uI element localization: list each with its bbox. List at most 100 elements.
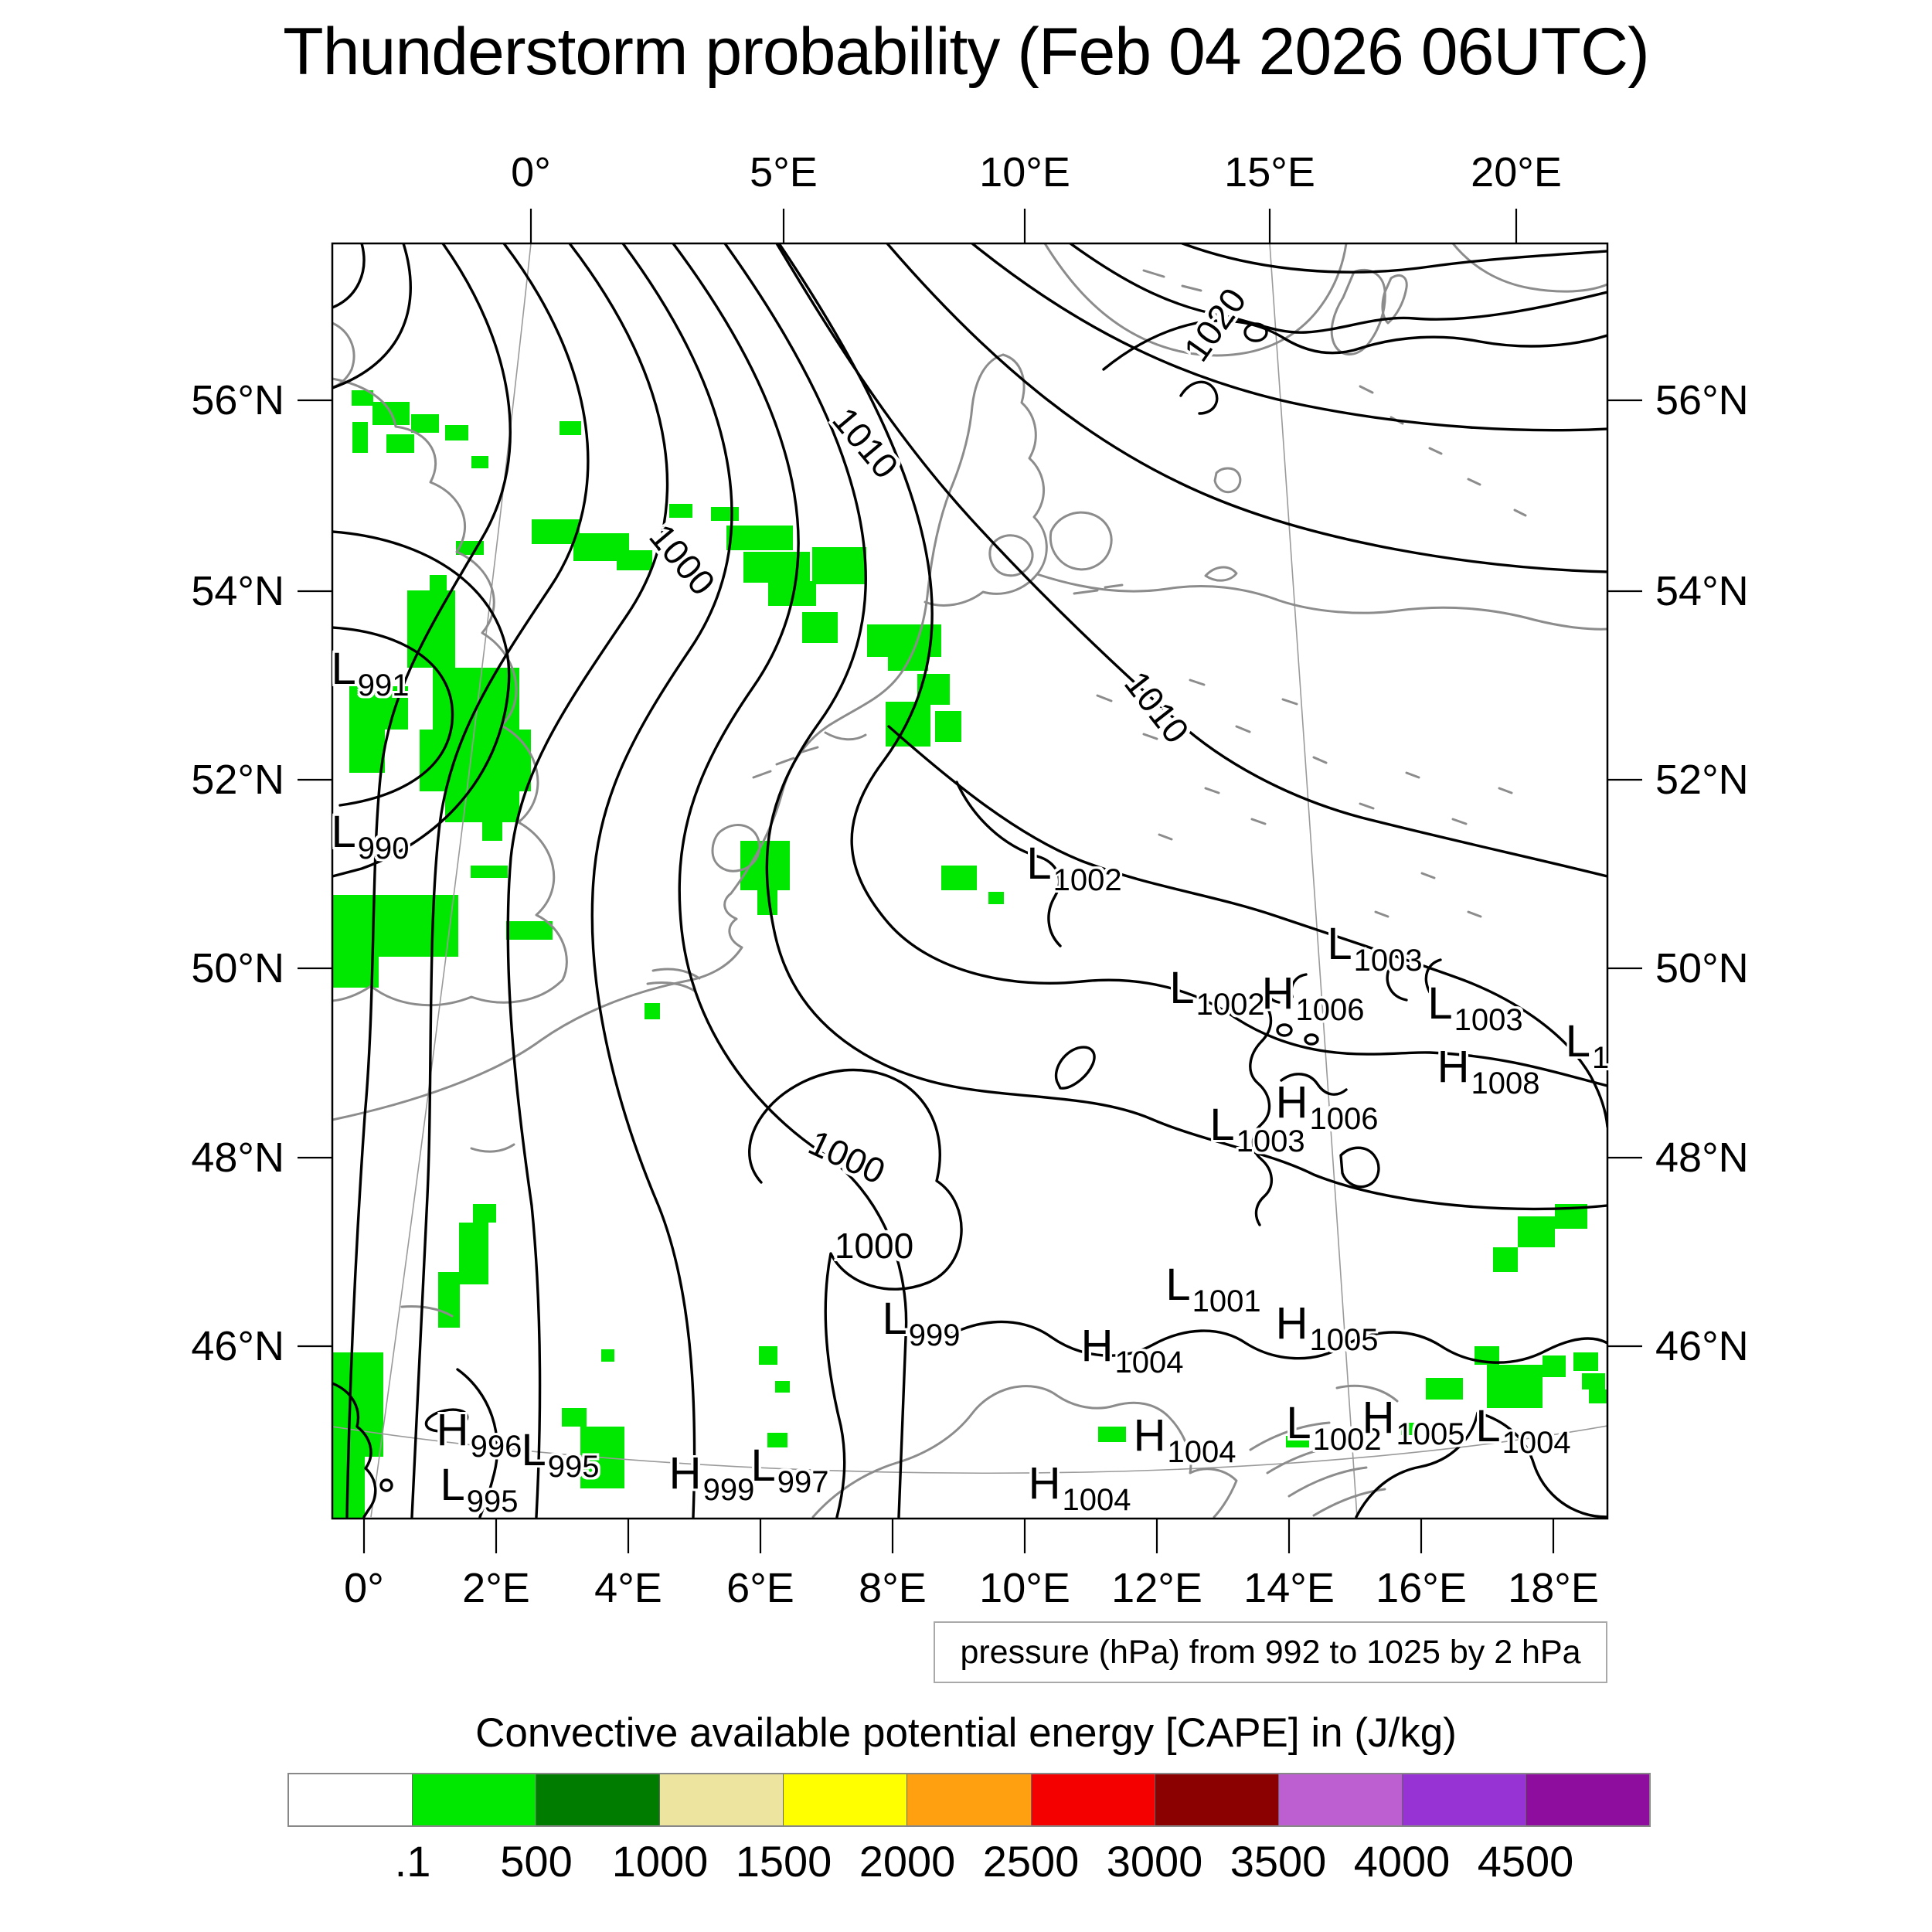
isobars <box>333 244 1607 1518</box>
pressure-center-symbol: L <box>1209 1100 1235 1150</box>
pressure-center-symbol: H <box>1275 1298 1308 1349</box>
colorbar-tick-label: 1500 <box>735 1837 832 1886</box>
pressure-center-H1006: H 1006 <box>1275 1077 1379 1135</box>
colorbar-segment-1 <box>413 1774 537 1825</box>
meridian-0E <box>370 244 532 1518</box>
pressure-center-value: 999 <box>702 1473 755 1507</box>
pressure-center-value: 1003 <box>1353 944 1423 978</box>
colorbar-segment-0 <box>289 1774 413 1825</box>
pressure-center-value: 1004 <box>1502 1426 1571 1460</box>
pressure-center-value: 1003 <box>1454 1003 1523 1037</box>
colorbar-segment-4 <box>784 1774 908 1825</box>
axis-label-right: 48°N <box>1655 1134 1749 1181</box>
cape-cell <box>333 1352 383 1457</box>
axis-label-bottom: 8°E <box>859 1565 927 1611</box>
parallel-45N <box>333 1425 1607 1475</box>
axis-label-bottom: 2°E <box>462 1565 530 1611</box>
pressure-center-value: 1008 <box>1471 1066 1540 1100</box>
cape-cell <box>471 866 508 878</box>
pressure-center-symbol: H <box>1275 1077 1308 1128</box>
axis-label-top: 10°E <box>979 149 1070 196</box>
pressure-center-L990: L 990 <box>331 810 409 865</box>
pressure-center-value: 1002 <box>1053 863 1122 897</box>
pressure-center-L1002: L 1002 <box>1286 1398 1381 1456</box>
colorbar-segment-8 <box>1278 1774 1403 1825</box>
pressure-center-symbol: L <box>1565 1016 1591 1066</box>
axis-ticks <box>298 209 1642 1553</box>
pressure-center-symbol: L <box>1475 1401 1501 1451</box>
cape-cell <box>438 1272 460 1328</box>
pressure-center-value: 1006 <box>1295 993 1365 1027</box>
colorbar-tick-label: 4000 <box>1353 1837 1451 1886</box>
pressure-center-L1003: L 1003 <box>1209 1100 1304 1158</box>
cape-cell <box>1098 1427 1126 1442</box>
pressure-center-H1008: H 1008 <box>1437 1045 1540 1100</box>
colorbar-segment-5 <box>907 1774 1032 1825</box>
pressure-center-H1006: H 1006 <box>1261 968 1365 1026</box>
pressure-center-value: 995 <box>466 1485 519 1519</box>
cape-cell <box>349 686 408 730</box>
cape-cell <box>349 730 385 773</box>
colorbar-segment-9 <box>1402 1774 1526 1825</box>
colorbar-tick-label: 2500 <box>982 1837 1080 1886</box>
pressure-center-H996: H 996 <box>437 1408 522 1463</box>
axis-label-right: 56°N <box>1655 377 1749 423</box>
pressure-center-symbol: L <box>1169 963 1195 1013</box>
pressure-center-symbol: L <box>440 1460 465 1510</box>
cape-cell <box>560 421 581 435</box>
colorbar-tick-label: .1 <box>394 1837 431 1886</box>
colorbar-tick-label: 1000 <box>611 1837 709 1886</box>
pressure-center-H1005: H 1005 <box>1362 1396 1465 1451</box>
cape-cell <box>562 1408 587 1427</box>
pressure-center-symbol: L <box>1427 978 1453 1029</box>
pressure-center-symbol: L <box>1165 1260 1191 1310</box>
cape-cell <box>802 612 838 643</box>
cape-cell <box>935 711 961 742</box>
cape-cell <box>411 414 439 433</box>
pressure-center-value: 1001 <box>1192 1284 1261 1318</box>
colorbar-tick-label: 500 <box>500 1837 573 1886</box>
cape-cell <box>988 892 1004 904</box>
cape-cell <box>1401 1423 1418 1435</box>
cape-cell <box>1493 1247 1518 1272</box>
pressure-center-value: 996 <box>470 1430 522 1464</box>
pressure-center-symbol: H <box>668 1448 702 1498</box>
colorbar-segment-6 <box>1031 1774 1155 1825</box>
cape-cell <box>506 921 553 940</box>
axis-label-left: 54°N <box>191 568 284 614</box>
pressure-center-value: 1006 <box>1309 1102 1379 1136</box>
cape-cell <box>1543 1355 1566 1377</box>
pressure-center-symbol: H <box>1080 1321 1114 1371</box>
pressure-center-L1002: L 1002 <box>1169 963 1264 1021</box>
axis-label-bottom: 10°E <box>979 1565 1070 1611</box>
cape-cell <box>669 504 692 518</box>
cape-cell <box>1286 1436 1309 1447</box>
pressure-center-symbol: H <box>1261 968 1294 1019</box>
cape-cell <box>456 541 484 555</box>
pressure-range-caption: pressure (hPa) from 992 to 1025 by 2 hPa <box>934 1621 1607 1683</box>
axis-label-top: 0° <box>511 149 551 196</box>
pressure-center-L991: L 991 <box>331 647 409 702</box>
axis-label-left: 56°N <box>191 377 284 423</box>
cape-cell <box>740 841 790 890</box>
pressure-center-L1004: L 1004 <box>1475 1401 1570 1459</box>
pressure-center-symbol: L <box>882 1294 907 1344</box>
pressure-center-symbol: L <box>1286 1398 1311 1448</box>
colorbar-segment-10 <box>1526 1774 1650 1825</box>
axis-label-bottom: 18°E <box>1508 1565 1599 1611</box>
cape-colorbar <box>287 1773 1651 1827</box>
axis-label-top: 15°E <box>1224 149 1315 196</box>
pressure-center-value: 1004 <box>1167 1435 1236 1469</box>
cape-cell <box>775 1381 790 1393</box>
cape-cell <box>473 1204 496 1223</box>
cape-cell <box>812 547 866 584</box>
pressure-center-L995: L 995 <box>521 1428 599 1483</box>
colorbar-tick-label: 3500 <box>1230 1837 1327 1886</box>
pressure-center-value: 1003 <box>1236 1124 1305 1158</box>
colorbar-tick-label: 3000 <box>1106 1837 1203 1886</box>
cape-cell <box>532 519 580 544</box>
pressure-center-L1003: L 1003 <box>1427 978 1522 1036</box>
cape-cell <box>759 1346 777 1365</box>
